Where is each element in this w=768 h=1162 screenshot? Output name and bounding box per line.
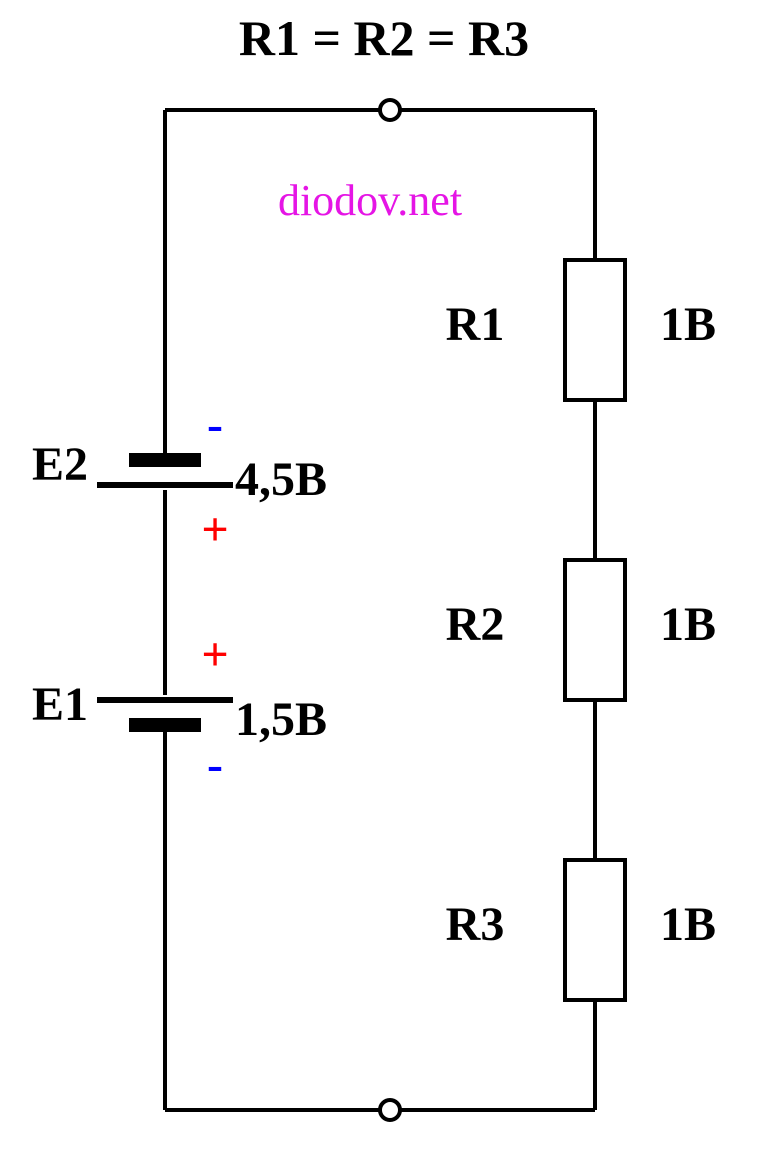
label-R1-value: 1В [660, 298, 716, 351]
polarity-plus-E2: + [201, 503, 228, 556]
label-R2-value: 1В [660, 598, 716, 651]
terminal-top [380, 100, 400, 120]
circuit-diagram: E24,5В+-E11,5В+-R11ВR21ВR31ВR1 = R2 = R3… [0, 0, 768, 1162]
label-E1-name: E1 [32, 678, 88, 731]
polarity-minus-E2: - [207, 398, 223, 451]
label-R3-name: R3 [446, 898, 505, 951]
label-R3-value: 1В [660, 898, 716, 951]
polarity-plus-E1: + [201, 628, 228, 681]
resistor-R1 [565, 260, 625, 400]
label-E2-value: 4,5В [235, 453, 327, 506]
label-E2-name: E2 [32, 438, 88, 491]
polarity-minus-E1: - [207, 738, 223, 791]
resistor-R2 [565, 560, 625, 700]
terminal-bottom [380, 1100, 400, 1120]
label-E1-value: 1,5В [235, 693, 327, 746]
label-R2-name: R2 [446, 598, 505, 651]
watermark-text: diodov.net [278, 176, 462, 225]
label-R1-name: R1 [446, 298, 505, 351]
resistor-R3 [565, 860, 625, 1000]
title-equation: R1 = R2 = R3 [239, 10, 529, 66]
